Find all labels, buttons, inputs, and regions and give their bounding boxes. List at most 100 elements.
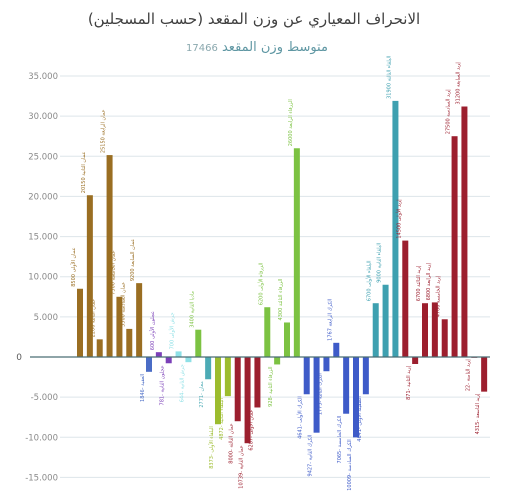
data-label: البلقاء الأولى 6700: [366, 260, 373, 301]
data-label: إربد التاسعة -4315: [475, 393, 481, 434]
bar: [362, 357, 369, 395]
bar: [343, 357, 350, 414]
bar: [274, 357, 281, 365]
bar: [293, 148, 300, 357]
bar: [412, 357, 419, 364]
data-label: الكرك السادسة -10009: [347, 439, 353, 490]
data-label: الكرك الخامسة -7065: [337, 416, 343, 464]
bar: [333, 342, 340, 357]
bar: [441, 319, 448, 357]
data-label: عمان السادسة 3500: [120, 282, 126, 327]
bar: [303, 357, 310, 395]
data-label: الطفيلة الأولى -4641: [356, 396, 363, 441]
data-label: جرش الأولى 700: [169, 312, 176, 349]
bar: [165, 357, 172, 364]
data-label: الكرك الأولى -4641: [297, 396, 304, 439]
bar: [382, 284, 389, 357]
data-label: عجلون الأولى 600: [149, 311, 156, 350]
data-label: إربد السابعة 31200: [455, 62, 461, 105]
data-label: إربد الثامنة -22: [465, 359, 471, 392]
data-label: إربد الأولى 14500: [395, 199, 402, 239]
bar: [126, 328, 133, 357]
data-label: إربد الخامسة 4700: [436, 275, 442, 317]
bar: [451, 136, 458, 357]
data-label: عمان الرابعة 25150: [101, 109, 107, 153]
subtitle-text: متوسط وزن المقعد: [221, 40, 328, 55]
bar: [264, 307, 271, 357]
data-label: الزرقاء الثالثة 4300: [278, 279, 284, 321]
y-tick-label: 5.000: [34, 313, 58, 323]
data-labels-group: عمان الأولى 8500 عمان الثانية 20150 عمان ا…: [70, 56, 481, 491]
bar: [254, 357, 261, 408]
data-label: الزرقاء الأولى 6200: [257, 263, 264, 306]
grid-lines: [60, 75, 490, 478]
data-label: عجلون الثانية -781: [160, 365, 166, 405]
bar: [422, 303, 428, 357]
data-label: الكرك الرابعة 1767: [327, 299, 333, 341]
bar: [284, 322, 290, 357]
y-tick-label: 15.000: [28, 233, 58, 243]
bar: [392, 100, 399, 357]
data-label: عمان السابعة 9200: [130, 239, 136, 281]
data-label: عمان الثانية 20150: [81, 152, 87, 194]
bar: [185, 357, 192, 363]
bars-group: [77, 100, 488, 444]
bar: [244, 357, 251, 444]
chart-subtitle: متوسط وزن المقعد 17466: [0, 40, 508, 55]
bar: [372, 303, 379, 357]
data-label: إربد السادسة 27500: [446, 89, 452, 135]
data-label: الكرك الثانية -9427: [308, 435, 314, 477]
y-tick-label: 0: [16, 353, 22, 363]
data-label: عمان الأولى -6287: [247, 409, 254, 450]
y-tick-label: -5.000: [31, 393, 58, 403]
bar: [96, 339, 103, 357]
data-label: عمان الخامسة 7500: [110, 250, 116, 294]
data-label: عمان الثالثة -8000: [229, 423, 235, 463]
bar: [224, 357, 231, 397]
bar: [234, 357, 241, 422]
data-label: مادبا الثانية 3400: [189, 291, 195, 328]
data-label: عمان الثالثة 2200: [91, 299, 97, 338]
data-label: الكرك الثالثة -1773: [317, 373, 323, 415]
data-label: الزرقاء الرابعة 26000: [288, 99, 294, 146]
data-label: البلقاء الثانية 9000: [377, 243, 383, 283]
bar: [175, 351, 182, 357]
data-label: البلقاء الأولى -8373: [208, 426, 215, 469]
bar: [481, 357, 488, 392]
bar: [106, 155, 113, 357]
data-label: عمان الأولى 8500: [70, 247, 77, 286]
y-axis-tick-labels: 35.000 30.000 25.000 20.000 15.000 10.000 5.00…: [16, 72, 58, 483]
bar: [136, 283, 143, 357]
bar: [195, 329, 202, 357]
data-label: عمان الثانية -10739: [239, 445, 245, 489]
y-tick-label: 35.000: [28, 72, 58, 82]
y-tick-label: 20.000: [28, 192, 58, 202]
bar: [313, 357, 320, 433]
bar: [116, 296, 123, 357]
subtitle-value: 17466: [186, 43, 218, 54]
data-label: إربد الثانية -871: [406, 365, 412, 399]
bar: [86, 195, 93, 357]
y-tick-label: 30.000: [28, 112, 58, 122]
bar: [323, 357, 330, 372]
data-label: البلقاء الثالثة 31900: [386, 56, 392, 99]
data-label: العقبة -1846: [140, 374, 146, 402]
data-label: إربد الثالثة 6700: [416, 265, 422, 301]
data-label: معان -2771: [199, 381, 205, 408]
bar: [353, 357, 359, 438]
data-label: الزرقاء الثانية -928: [268, 366, 274, 406]
bar: [205, 357, 212, 380]
bar: [402, 240, 409, 357]
bar: [77, 288, 83, 357]
bar: [215, 357, 221, 425]
bar: [461, 106, 468, 357]
y-tick-label: -15.000: [25, 473, 58, 483]
y-tick-label: 10.000: [28, 273, 58, 283]
data-label: البلقاء الثانية -4872: [219, 398, 225, 440]
bar: [431, 302, 438, 357]
chart-title: الانحراف المعياري عن وزن المقعد (حسب الم…: [87, 10, 421, 28]
data-label: إربد الرابعة 6800: [426, 263, 432, 301]
y-tick-label: -10.000: [25, 433, 58, 443]
